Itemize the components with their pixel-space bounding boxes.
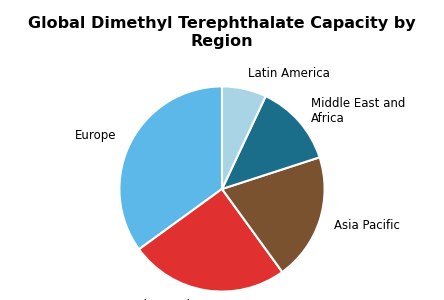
Wedge shape xyxy=(119,86,222,249)
Text: Middle East and
Africa: Middle East and Africa xyxy=(310,97,405,125)
Wedge shape xyxy=(222,86,266,189)
Text: Asia Pacific: Asia Pacific xyxy=(334,219,400,232)
Text: Latin America: Latin America xyxy=(248,68,329,80)
Text: Europe: Europe xyxy=(75,129,117,142)
Text: North America: North America xyxy=(118,299,203,300)
Title: Global Dimethyl Terephthalate Capacity by
Region: Global Dimethyl Terephthalate Capacity b… xyxy=(28,16,416,49)
Wedge shape xyxy=(222,157,325,272)
Wedge shape xyxy=(139,189,282,292)
Wedge shape xyxy=(222,96,320,189)
